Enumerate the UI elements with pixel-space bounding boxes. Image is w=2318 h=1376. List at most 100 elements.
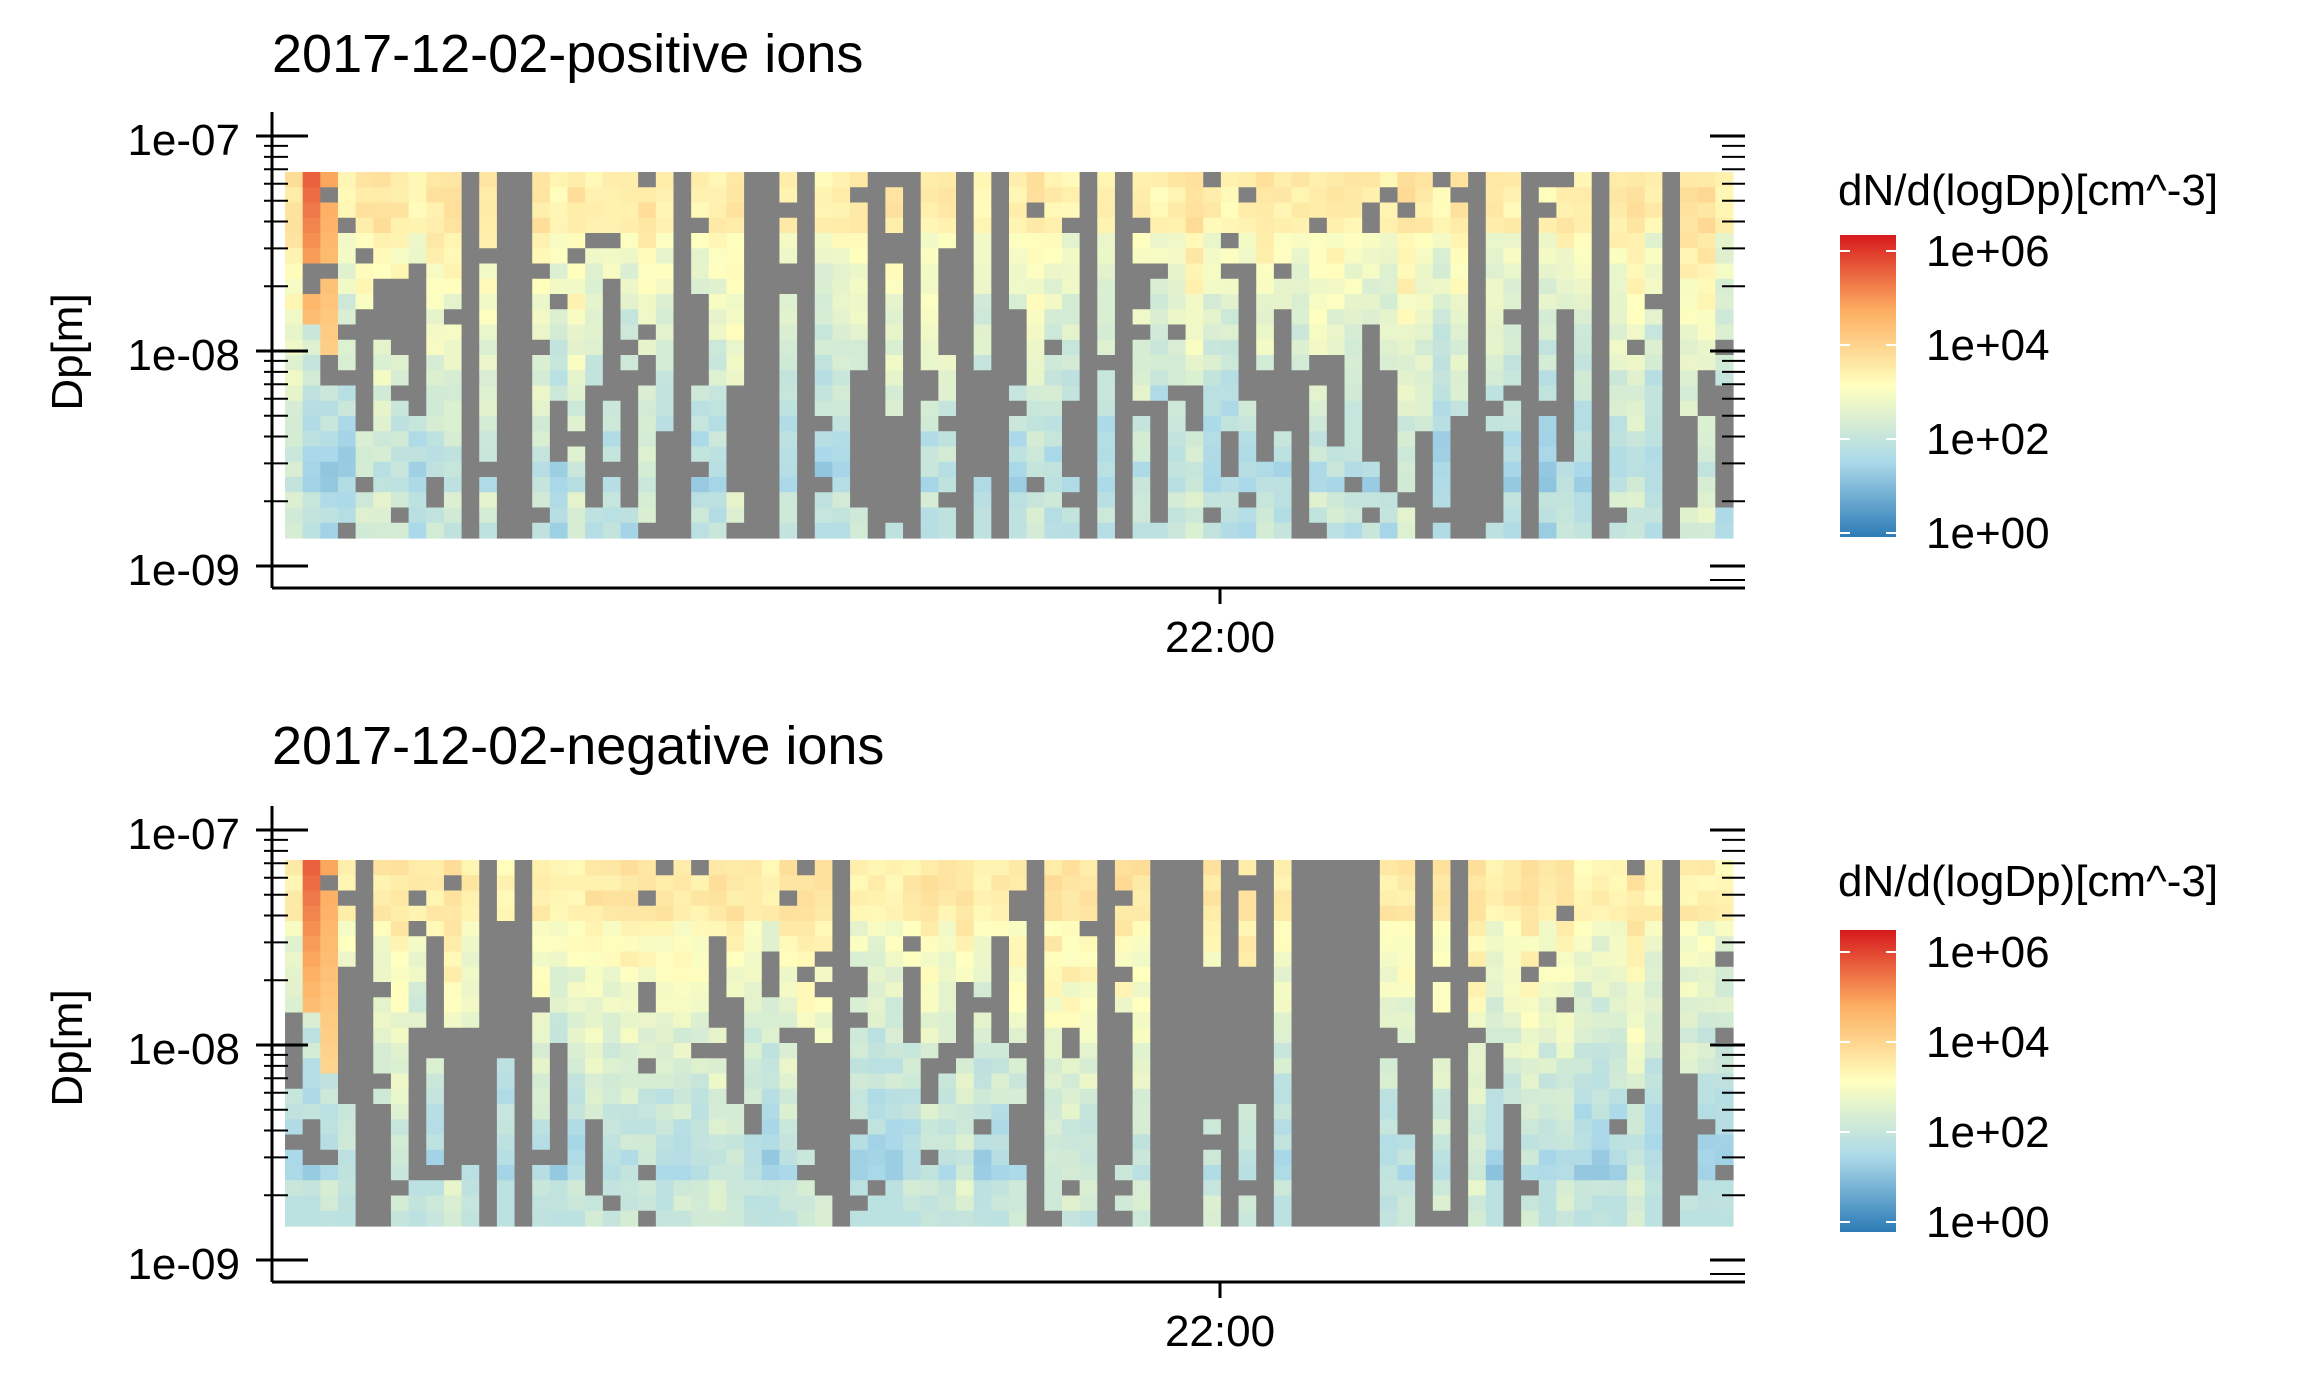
heatmap-cell <box>938 1195 957 1212</box>
heatmap-cell <box>1344 1088 1363 1105</box>
heatmap-cell <box>1609 217 1628 234</box>
heatmap-cell <box>1574 936 1593 953</box>
heatmap-cell <box>1379 202 1399 219</box>
heatmap-cell <box>1503 172 1522 188</box>
heatmap-cell <box>761 202 781 219</box>
heatmap-cell <box>620 233 639 249</box>
heatmap-cell <box>1644 921 1663 937</box>
heatmap-cell <box>1203 172 1222 188</box>
heatmap-cell <box>1556 385 1575 402</box>
heatmap-cell <box>920 492 939 509</box>
heatmap-cell <box>1026 248 1045 265</box>
heatmap-cell <box>1521 446 1540 463</box>
heatmap-cell <box>1009 921 1028 937</box>
heatmap-cell <box>1574 324 1593 341</box>
heatmap-cell <box>1344 461 1363 478</box>
heatmap-cell <box>638 890 657 907</box>
heatmap-cell <box>1521 477 1540 493</box>
heatmap-cell <box>991 370 1010 387</box>
heatmap-cell <box>850 248 869 265</box>
heatmap-cell <box>1450 339 1469 356</box>
heatmap-cell <box>514 1104 533 1120</box>
heatmap-cell <box>373 875 392 892</box>
heatmap-cell <box>1538 982 1558 998</box>
heatmap-cell <box>1114 233 1134 249</box>
heatmap-cell <box>797 1058 816 1075</box>
heatmap-cell <box>620 278 639 295</box>
heatmap-cell <box>285 309 304 326</box>
heatmap-cell <box>602 997 622 1014</box>
heatmap-cell <box>761 1210 781 1227</box>
heatmap-cell <box>567 446 586 463</box>
heatmap-cell <box>1026 385 1045 402</box>
heatmap-cell <box>390 966 410 983</box>
heatmap-cell <box>1291 278 1310 295</box>
heatmap-cell <box>1379 187 1399 204</box>
heatmap-cell <box>850 416 869 432</box>
heatmap-cell <box>1309 1073 1328 1090</box>
heatmap-cell <box>850 187 869 204</box>
heatmap-cell <box>408 324 427 341</box>
heatmap-cell <box>832 339 851 356</box>
heatmap-cell <box>1238 385 1257 402</box>
heatmap-cell <box>1167 860 1187 876</box>
heatmap-cell <box>1026 446 1045 463</box>
heatmap-cell <box>991 446 1010 463</box>
heatmap-cell <box>1150 461 1169 478</box>
heatmap-cell <box>1079 522 1098 539</box>
heatmap-cell <box>1697 202 1716 219</box>
heatmap-cell <box>655 951 675 968</box>
heatmap-cell <box>885 1088 904 1105</box>
heatmap-cell <box>1397 431 1416 448</box>
heatmap-cell <box>867 1073 886 1090</box>
heatmap-cell <box>1167 233 1187 249</box>
heatmap-cell <box>1644 1027 1663 1044</box>
heatmap-cell <box>1009 951 1028 968</box>
heatmap-cell <box>1061 446 1081 463</box>
heatmap-cell <box>1097 966 1116 983</box>
heatmap-cell <box>373 1012 392 1029</box>
heatmap-cell <box>885 1073 904 1090</box>
heatmap-cell <box>1220 1165 1240 1181</box>
heatmap-cell <box>408 294 427 310</box>
heatmap-cell <box>867 385 886 402</box>
heatmap-cell <box>461 522 480 539</box>
heatmap-cell <box>1485 1043 1505 1059</box>
heatmap-cell <box>1415 1073 1434 1090</box>
heatmap-cell <box>1379 860 1399 876</box>
heatmap-cell <box>620 187 639 204</box>
heatmap-cell <box>496 1104 516 1120</box>
heatmap-cell <box>620 477 639 493</box>
heatmap-cell <box>1203 875 1222 892</box>
heatmap-cell <box>285 1134 304 1151</box>
heatmap-cell <box>655 446 675 463</box>
heatmap-cell <box>1150 1012 1169 1029</box>
heatmap-cell <box>1167 370 1187 387</box>
heatmap-cell <box>479 997 498 1014</box>
heatmap-cell <box>797 172 816 188</box>
heatmap-cell <box>991 324 1010 341</box>
heatmap-cell <box>1680 966 1699 983</box>
heatmap-cell <box>1485 1027 1505 1044</box>
heatmap-cell <box>355 248 374 265</box>
heatmap-cell <box>1662 921 1681 937</box>
heatmap-cell <box>1026 890 1045 907</box>
heatmap-cell <box>1362 1088 1381 1105</box>
heatmap-cell <box>1026 1058 1045 1075</box>
heatmap-cell <box>620 951 639 968</box>
heatmap-cell <box>1503 860 1522 876</box>
heatmap-cell <box>602 921 622 937</box>
heatmap-cell <box>1291 982 1310 998</box>
heatmap-cell <box>355 1073 374 1090</box>
heatmap-cell <box>1238 860 1257 876</box>
heatmap-cell <box>814 1058 834 1075</box>
heatmap-cell <box>726 522 745 539</box>
heatmap-cell <box>726 477 745 493</box>
heatmap-cell <box>1026 187 1045 204</box>
heatmap-cell <box>1697 339 1716 356</box>
heatmap-cell <box>708 278 728 295</box>
heatmap-cell <box>673 1012 692 1029</box>
heatmap-cell <box>726 921 745 937</box>
heatmap-cell <box>655 1073 675 1090</box>
heatmap-cell <box>867 982 886 998</box>
